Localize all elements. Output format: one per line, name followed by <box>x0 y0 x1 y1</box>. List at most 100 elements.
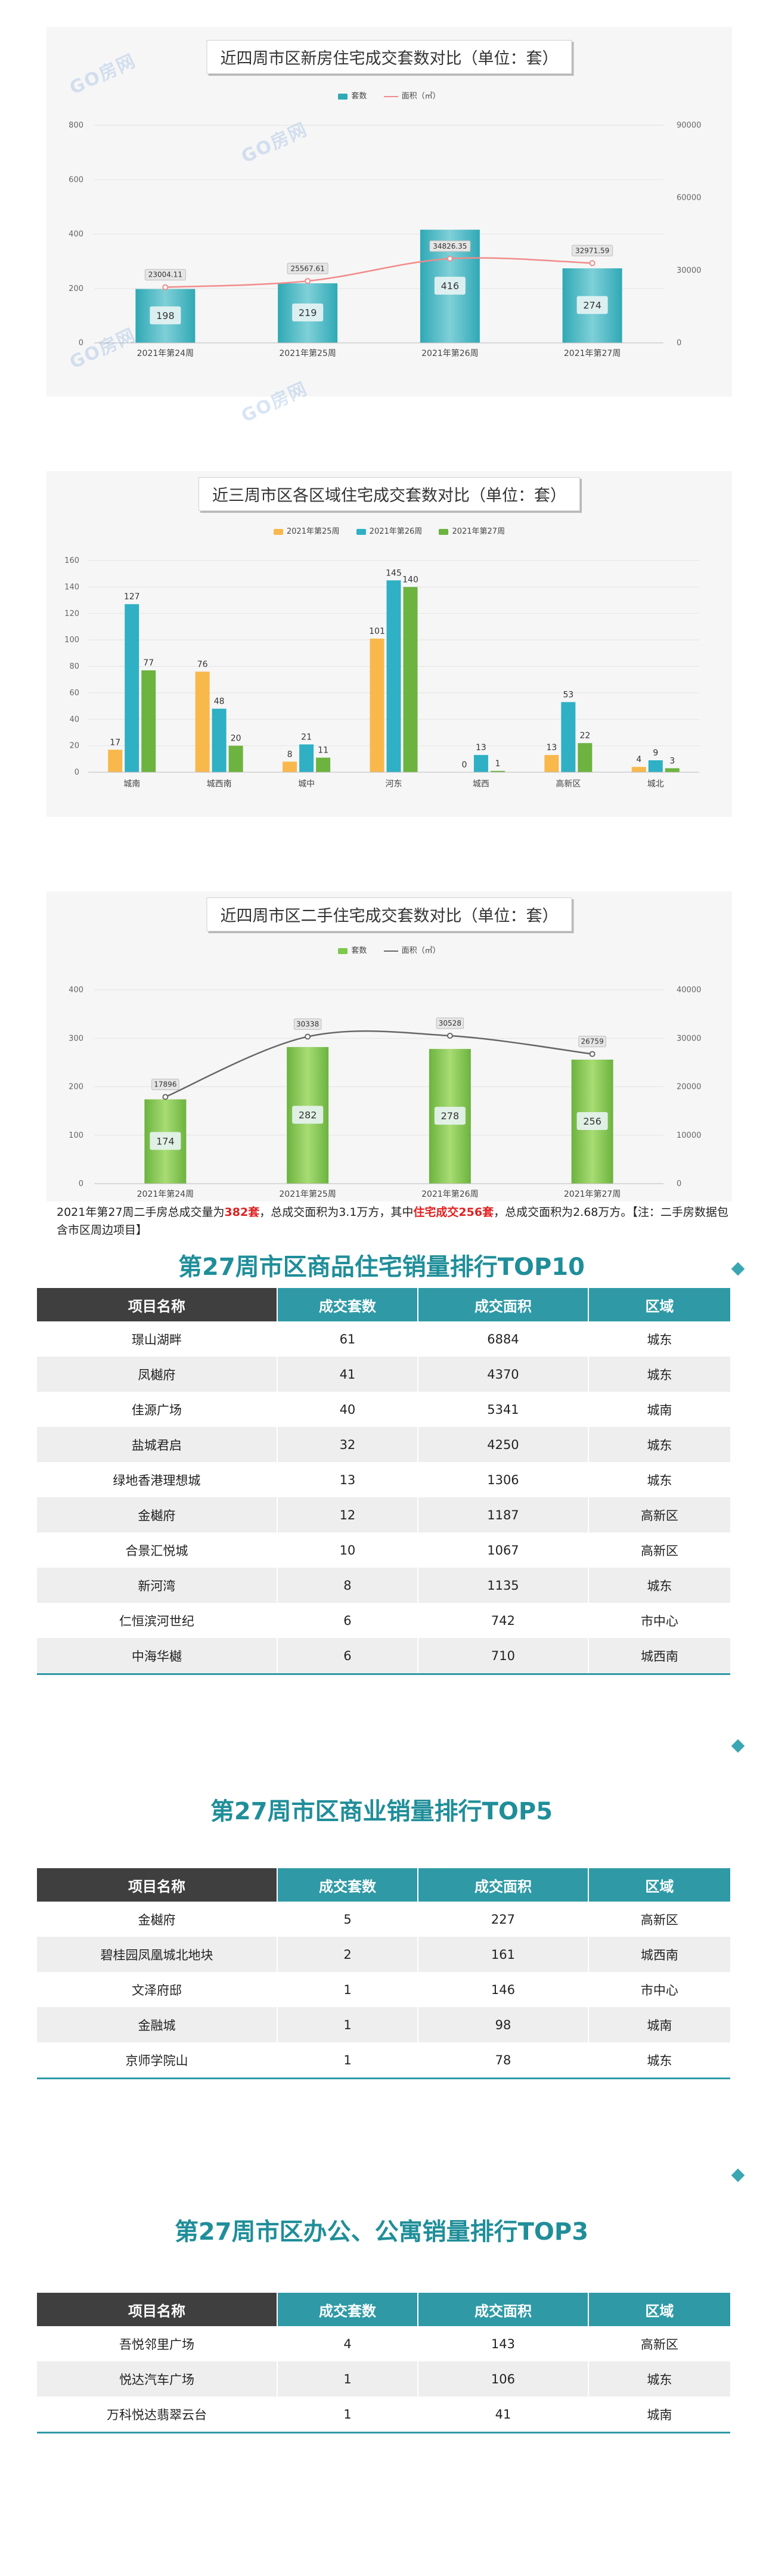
line-label-box <box>578 1036 606 1048</box>
line-label-box <box>429 240 471 252</box>
table-cell: 1187 <box>418 1497 589 1532</box>
table-header-row: 项目名称 成交套数 成交面积 区域 <box>37 1868 730 1902</box>
legend-item-area: 面积（㎡） <box>383 946 441 955</box>
x-tick-label: 城北 <box>647 779 664 789</box>
table-cell: 城西南 <box>588 1638 730 1675</box>
legend-item-count: 套数 <box>338 92 367 101</box>
bar-data-label: 48 <box>214 697 225 707</box>
column-header: 区域 <box>588 1288 730 1321</box>
y-right-tick-label: 90000 <box>677 121 701 130</box>
table-cell: 金樾府 <box>37 1902 278 1937</box>
table-cell: 高新区 <box>588 1497 730 1532</box>
legend-item-count: 套数 <box>338 946 367 955</box>
bar-data-label: 1 <box>495 759 500 769</box>
y-right-tick-label: 40000 <box>677 986 701 995</box>
bar <box>141 670 156 772</box>
table-row: 璟山湖畔 61 6884 城东 <box>37 1321 730 1357</box>
legend-item-week25: 2021年第25周 <box>273 527 340 536</box>
bar-data-label: 13 <box>476 743 486 753</box>
bar <box>370 638 384 772</box>
column-header: 成交面积 <box>418 1868 589 1902</box>
table-cell: 文泽府邸 <box>37 1972 278 2007</box>
bar-data-label: 282 <box>299 1109 317 1120</box>
chart-new-housing: 0 200 400 600 800 0 30000 60000 90000 2021年第24周 19… <box>69 121 701 358</box>
line-label-box <box>151 1079 179 1091</box>
y-right-tick-label: 20000 <box>677 1083 701 1092</box>
chart-district: 020406080100120140160城南1712777城西南764820城… <box>64 556 699 789</box>
line-point <box>162 1094 169 1100</box>
chart-resale-title: 近四周市区二手住宅成交套数对比（单位：套） <box>206 897 572 931</box>
line-data-label: 23004.11 <box>148 271 182 279</box>
table-cell: 城东 <box>588 2042 730 2079</box>
bar <box>473 755 488 772</box>
table-cell: 10 <box>277 1532 419 1568</box>
table-cell: 6 <box>277 1603 419 1638</box>
y-left-tick-label: 200 <box>69 284 83 293</box>
line-label-box <box>287 262 328 274</box>
table-cell: 6 <box>277 1638 419 1675</box>
x-tick-label: 2021年第27周 <box>564 348 621 358</box>
column-header: 成交套数 <box>277 2293 419 2326</box>
table-cell: 凤樾府 <box>37 1357 278 1392</box>
legend-item-week27: 2021年第27周 <box>439 527 505 536</box>
bar-data-label: 256 <box>583 1116 601 1127</box>
column-header: 成交面积 <box>418 1288 589 1321</box>
table-cell: 城东 <box>588 1568 730 1603</box>
table-cell: 5 <box>277 1902 419 1937</box>
bar <box>299 744 314 772</box>
line-point <box>446 255 453 262</box>
table-cell: 710 <box>418 1638 589 1675</box>
table-header-row: 项目名称 成交套数 成交面积 区域 <box>37 2293 730 2326</box>
table-row: 文泽府邸 1 146 市中心 <box>37 1972 730 2007</box>
bar-data-label: 77 <box>143 658 154 668</box>
table-cell: 京师学院山 <box>37 2042 278 2079</box>
table-row: 金融城 1 98 城南 <box>37 2007 730 2042</box>
bar <box>283 761 297 772</box>
chart-new-housing-legend: 套数 面积（㎡） <box>46 89 732 101</box>
column-header: 成交套数 <box>277 1868 419 1902</box>
data-label-box <box>292 1106 324 1124</box>
y-left-tick-label: 200 <box>69 1083 83 1092</box>
column-header: 项目名称 <box>37 1288 278 1321</box>
table-row: 碧桂园凤凰城北地块 2 161 城西南 <box>37 1937 730 1972</box>
table-cell: 城东 <box>588 1357 730 1392</box>
bar <box>631 767 646 772</box>
table-cell: 161 <box>418 1937 589 1972</box>
table-cell: 金樾府 <box>37 1497 278 1532</box>
bar-data-label: 4 <box>636 755 641 764</box>
bar-data-label: 101 <box>369 627 385 636</box>
bar-data-label: 17 <box>110 738 120 747</box>
y-tick-label: 60 <box>69 689 79 698</box>
table-cell: 城东 <box>588 1462 730 1497</box>
table-cell: 1306 <box>418 1462 589 1497</box>
y-right-tick-label: 0 <box>677 339 681 348</box>
chart-new-housing-card: 0 200 400 600 800 0 30000 60000 90000 2021年第24周 19… <box>46 27 732 397</box>
y-left-tick-label: 100 <box>69 1131 83 1140</box>
table-row: 中海华樾 6 710 城西南 <box>37 1638 730 1675</box>
line-data-label: 26759 <box>581 1038 604 1046</box>
table-cell: 市中心 <box>588 1603 730 1638</box>
table-row: 盐城君启 32 4250 城东 <box>37 1427 730 1462</box>
line-label-box <box>436 1017 464 1029</box>
table-cell: 1 <box>277 2042 419 2079</box>
table-cell: 城南 <box>588 2397 730 2433</box>
table-row: 凤樾府 41 4370 城东 <box>37 1357 730 1392</box>
line-point <box>589 260 595 267</box>
table-row: 仁恒滨河世纪 6 742 市中心 <box>37 1603 730 1638</box>
bar <box>648 760 663 772</box>
table-cell: 32 <box>277 1427 419 1462</box>
table-row: 绿地香港理想城 13 1306 城东 <box>37 1462 730 1497</box>
chart-new-housing-title: 近四周市区新房住宅成交套数对比（单位：套） <box>206 40 572 74</box>
legend-item-area: 面积（㎡） <box>383 92 441 101</box>
line-data-label: 32971.59 <box>575 246 609 255</box>
x-tick-label: 城中 <box>298 779 315 789</box>
y-right-tick-label: 60000 <box>677 194 701 203</box>
x-tick-label: 高新区 <box>556 779 581 789</box>
table-row: 京师学院山 1 78 城东 <box>37 2042 730 2079</box>
bar-data-label: 145 <box>386 568 402 578</box>
bar <box>665 768 680 772</box>
table-cell: 合景汇悦城 <box>37 1532 278 1568</box>
table-residential-title: 第27周市区商品住宅销量排行TOP10 <box>178 1253 585 1281</box>
y-tick-label: 140 <box>64 583 79 592</box>
bar-data-label: 127 <box>124 592 140 602</box>
